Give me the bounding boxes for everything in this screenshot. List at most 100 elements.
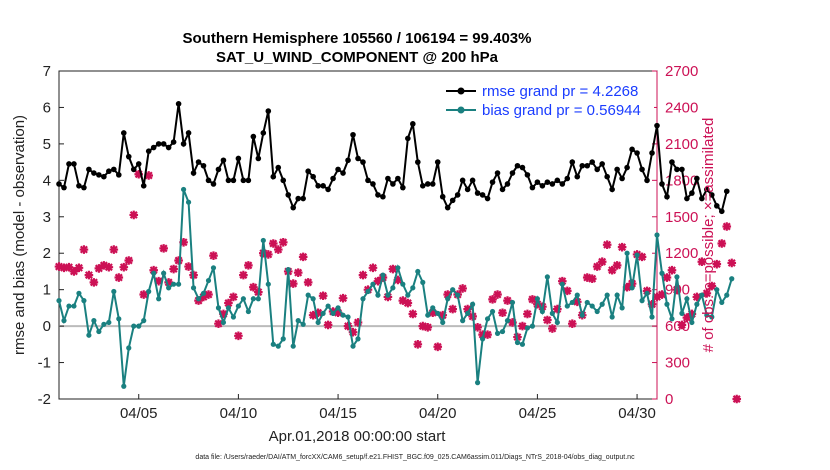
y-tick-label-left: 2 (43, 245, 51, 262)
bias-point (320, 310, 326, 316)
rmse-point (410, 121, 416, 127)
bias-point (514, 339, 521, 346)
y-axis-label-right: # of obs: o=possible; ×=assimilated (700, 118, 717, 353)
rmse-point (629, 146, 635, 153)
rmse-point (205, 177, 212, 184)
rmse-point (689, 190, 695, 196)
y-tick-label-left: 7 (43, 63, 51, 80)
rmse-point (504, 181, 511, 187)
rmse-point (489, 179, 496, 185)
bias-point (415, 268, 421, 275)
rmse-point (150, 144, 157, 151)
y-axis-label-left: rmse and bias (model - observation) (11, 115, 28, 355)
bias-point (245, 308, 251, 315)
obs-marker (498, 308, 507, 318)
y-tick-label-left: 5 (43, 136, 51, 153)
rmse-point (370, 181, 376, 187)
bias-point (131, 323, 137, 329)
bias-point (86, 332, 92, 338)
bias-point (325, 303, 331, 309)
rmse-point (659, 181, 665, 187)
bias-point (375, 292, 381, 298)
bias-point (146, 288, 152, 295)
bias-point (111, 288, 117, 295)
rmse-point (325, 186, 331, 193)
rmse-point (380, 193, 386, 200)
x-tick-label: 04/05 (120, 405, 158, 422)
bias-point (460, 318, 466, 324)
rmse-point (116, 172, 122, 178)
bias-point (504, 318, 511, 324)
rmse-point (589, 159, 596, 165)
bias-point (475, 380, 481, 386)
y-tick-label-right: 2100 (665, 136, 698, 153)
obs-marker (597, 257, 607, 267)
x-tick-label: 04/25 (519, 405, 557, 422)
bias-point (355, 336, 361, 342)
rmse-point (76, 183, 82, 189)
obs-marker (398, 296, 408, 305)
rmse-point (704, 186, 710, 193)
obs-marker (423, 323, 433, 332)
rmse-point (444, 204, 451, 211)
rmse-point (355, 155, 361, 162)
bias-point (166, 285, 172, 291)
bias-point (96, 328, 102, 335)
bias-point (509, 299, 516, 306)
rmse-point (400, 184, 406, 191)
rmse-point (604, 173, 610, 180)
obs-marker (159, 244, 168, 253)
rmse-point (464, 186, 471, 193)
bias-point (305, 292, 311, 298)
bias-point (300, 321, 306, 327)
bias-point (634, 252, 640, 258)
rmse-point (185, 130, 192, 136)
obs-marker (204, 290, 213, 299)
obs-marker (667, 265, 677, 275)
bias-point (195, 296, 202, 302)
bias-point (549, 310, 555, 316)
y-tick-label-left: -2 (38, 391, 51, 408)
x-tick-label: 04/15 (319, 405, 357, 422)
bias-point (360, 296, 366, 302)
obs-marker (433, 342, 443, 352)
obs-marker (697, 257, 707, 267)
rmse-point (514, 162, 521, 169)
rmse-point (415, 159, 421, 165)
obs-marker (89, 278, 99, 287)
rmse-point (654, 122, 660, 129)
bias-point (156, 296, 162, 302)
rmse-point (280, 177, 287, 184)
y-tick-label-left: 1 (43, 282, 51, 299)
bias-point (205, 277, 212, 284)
bias-point (290, 343, 296, 349)
x-tick-label: 04/30 (618, 405, 656, 422)
obs-marker (548, 324, 557, 333)
rmse-point (295, 195, 302, 202)
obs-marker (348, 327, 358, 337)
rmse-point (330, 175, 336, 182)
obs-marker (612, 261, 622, 270)
obs-marker (264, 250, 273, 259)
rmse-point (275, 164, 282, 171)
rmse-point (419, 183, 426, 189)
plot-area: -2-1012345670300600900120015001800210024… (38, 63, 742, 422)
bias-point (340, 312, 346, 318)
bias-point (699, 292, 705, 298)
rmse-point (534, 179, 541, 185)
obs-marker (234, 331, 243, 341)
bias-point (315, 319, 321, 326)
rmse-point (639, 166, 645, 173)
bias-point (116, 316, 122, 322)
bias-point (410, 285, 416, 291)
bias-point (564, 303, 570, 309)
obs-marker (244, 261, 253, 270)
obs-marker (403, 298, 413, 308)
obs-marker (303, 278, 313, 287)
x-tick-label: 04/10 (220, 405, 258, 422)
rmse-point (529, 184, 536, 191)
bias-point (529, 323, 536, 329)
rmse-point (320, 183, 326, 189)
obs-marker (318, 291, 328, 301)
obs-marker (687, 309, 697, 319)
